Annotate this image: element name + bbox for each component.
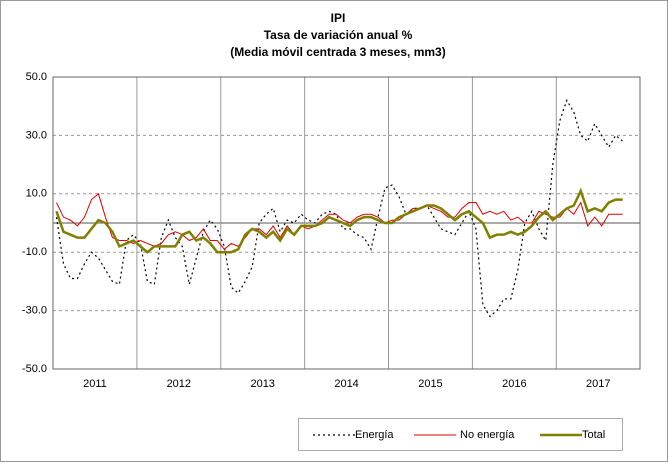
legend-label: Total — [582, 429, 605, 441]
legend-label: Energía — [355, 429, 394, 441]
x-tick-label: 2011 — [83, 378, 107, 390]
plot-area — [52, 76, 641, 370]
y-tick-label: 50.0 — [26, 71, 47, 83]
y-tick-label: -10.0 — [22, 246, 47, 258]
x-tick-label: 2016 — [502, 378, 526, 390]
legend-label: No energía — [460, 429, 515, 441]
x-tick-label: 2015 — [418, 378, 442, 390]
chart-subtitle: (Media móvil centrada 3 meses, mm3) — [230, 45, 445, 59]
x-tick-label: 2014 — [334, 378, 358, 390]
y-tick-label: 30.0 — [26, 129, 47, 141]
y-tick-label: -30.0 — [22, 305, 47, 317]
series-line — [56, 192, 623, 250]
series-line — [55, 187, 623, 254]
chart-title: IPI — [331, 11, 346, 25]
x-tick-label: 2012 — [167, 378, 191, 390]
y-tick-label: 10.0 — [26, 188, 47, 200]
y-tick-label: -50.0 — [22, 363, 47, 375]
x-tick-label: 2017 — [586, 378, 610, 390]
x-tick-label: 2013 — [250, 378, 274, 390]
chart-subtitle: Tasa de variación anual % — [264, 28, 413, 42]
